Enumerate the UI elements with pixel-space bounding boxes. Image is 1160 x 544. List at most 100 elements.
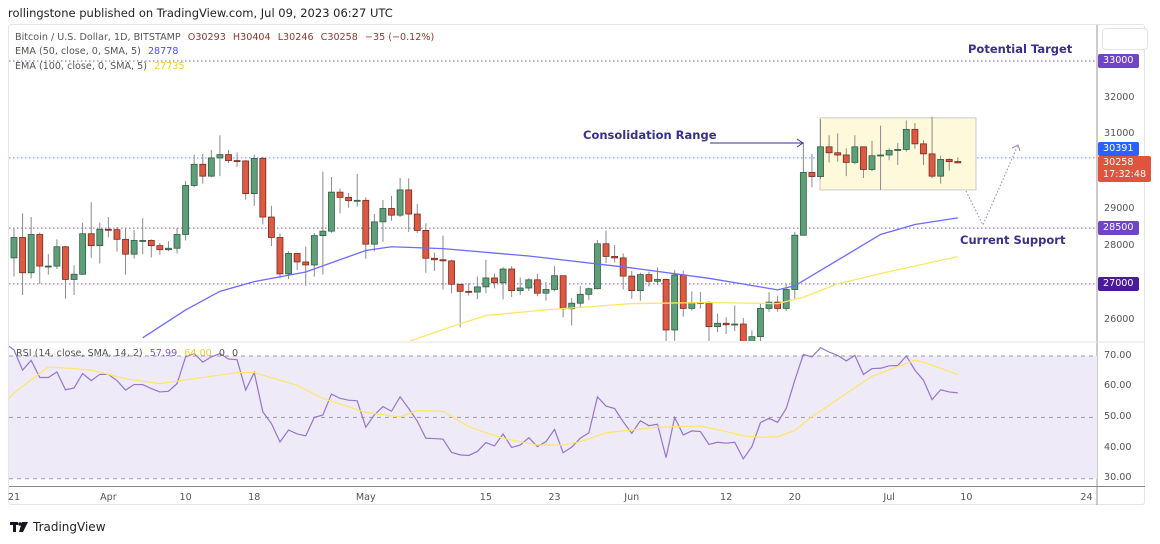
candle — [731, 305, 739, 332]
candle — [465, 283, 473, 296]
annotation-current-support[interactable]: Current Support — [960, 233, 1066, 247]
candle — [645, 271, 653, 287]
candle — [225, 150, 232, 164]
candle — [216, 135, 224, 177]
candle — [96, 222, 104, 264]
candle-body — [53, 246, 61, 267]
candle — [448, 259, 455, 294]
candle-body — [817, 146, 824, 177]
candle — [250, 154, 258, 206]
candle-body — [465, 290, 473, 293]
candle-body — [911, 128, 919, 145]
candle-body — [568, 302, 576, 310]
candle — [542, 282, 550, 301]
candle — [36, 232, 44, 284]
candle — [165, 241, 172, 252]
candle — [405, 178, 413, 232]
candle — [885, 148, 893, 161]
candle — [336, 188, 344, 214]
rsi-value: 57.99 — [149, 348, 178, 359]
candle-body — [173, 234, 181, 249]
candle-body — [44, 265, 52, 268]
time-tick: Apr — [100, 492, 117, 503]
annotation-consolidation-range[interactable]: Consolidation Range — [583, 128, 717, 142]
candle-body — [834, 152, 842, 156]
candle — [482, 259, 490, 294]
candle — [739, 318, 747, 341]
candle-body — [662, 279, 670, 331]
candle-body — [508, 268, 516, 291]
candle — [259, 156, 267, 225]
footer-brand[interactable]: TradingView — [10, 520, 106, 534]
candle — [388, 195, 395, 221]
candle — [576, 286, 584, 309]
candle — [276, 233, 284, 279]
candle — [456, 283, 464, 328]
candle-body — [765, 301, 773, 309]
level-badge-27000: 27000 — [1098, 277, 1139, 291]
annotation-potential-target[interactable]: Potential Target — [968, 42, 1073, 56]
candle-body — [739, 323, 747, 341]
close-value: C30258 — [320, 32, 358, 43]
legend-ema50-row[interactable]: EMA (50, close, 0, SMA, 5) 28778 — [15, 46, 182, 57]
candle-body — [233, 160, 241, 162]
candle — [182, 180, 190, 241]
candle — [920, 140, 927, 166]
rsi-label: RSI (14, close, SMA, 14, 2) — [16, 348, 143, 359]
candle-body — [19, 237, 26, 274]
candle-body — [585, 288, 593, 295]
candle-body — [259, 157, 267, 218]
rsi-tick: 70.00 — [1104, 350, 1132, 361]
candle-body — [714, 322, 721, 328]
rsi-tick: 50.00 — [1104, 411, 1132, 422]
candle-body — [87, 233, 95, 247]
candle-body — [722, 322, 730, 326]
candle — [662, 278, 670, 341]
time-tick: 18 — [248, 492, 261, 503]
price-pane — [9, 60, 1097, 341]
candle-body — [954, 161, 962, 164]
candle-body — [877, 154, 884, 157]
candle-body — [791, 234, 799, 290]
candle — [431, 252, 438, 271]
candle-body — [559, 275, 567, 310]
change-value: −35 (−0.12%) — [364, 32, 435, 43]
symbol-name[interactable]: Bitcoin / U.S. Dollar, 1D, BITSTAMP — [15, 32, 181, 43]
rsi-extra-value-2: 0 — [231, 348, 239, 359]
candle — [757, 303, 764, 341]
candle-body — [328, 191, 335, 232]
candle-body — [319, 230, 327, 237]
legend-ema100-row[interactable]: EMA (100, close, 0, SMA, 5) 27735 — [15, 61, 189, 72]
publisher-line: rollingstone published on TradingView.co… — [8, 6, 393, 20]
ema100-value: 27735 — [154, 61, 185, 72]
rsi-extra-value-1: 0 — [218, 348, 225, 359]
candle-body — [868, 155, 876, 170]
time-tick: 23 — [548, 492, 561, 503]
candle — [714, 313, 721, 333]
candle — [911, 123, 919, 149]
candle-body — [757, 308, 764, 338]
candle-body — [594, 243, 601, 290]
candle-body — [225, 154, 232, 161]
time-tick: 24 — [1080, 492, 1093, 503]
chart-settings-box[interactable] — [1102, 28, 1148, 50]
candle — [516, 277, 524, 296]
low-value: L30246 — [277, 32, 314, 43]
rsi-tick: 60.00 — [1104, 380, 1132, 391]
rsi-line — [9, 345, 958, 461]
time-tick: 15 — [479, 492, 492, 503]
candle-body — [10, 237, 18, 259]
last-price: 30258 — [1103, 157, 1134, 168]
candle-body — [242, 160, 250, 195]
legend-rsi-row[interactable]: RSI (14, close, SMA, 14, 2) 57.99 64.00 … — [16, 348, 242, 359]
candle-body — [902, 128, 910, 150]
candle — [602, 230, 610, 264]
candle-body — [276, 237, 284, 275]
price-tick: 28000 — [1104, 240, 1135, 251]
ema50-line — [142, 217, 958, 339]
candle-body — [405, 189, 413, 215]
candle-body — [182, 185, 190, 235]
candle-body — [96, 228, 104, 247]
rsi-sma-value: 64.00 — [184, 348, 212, 359]
